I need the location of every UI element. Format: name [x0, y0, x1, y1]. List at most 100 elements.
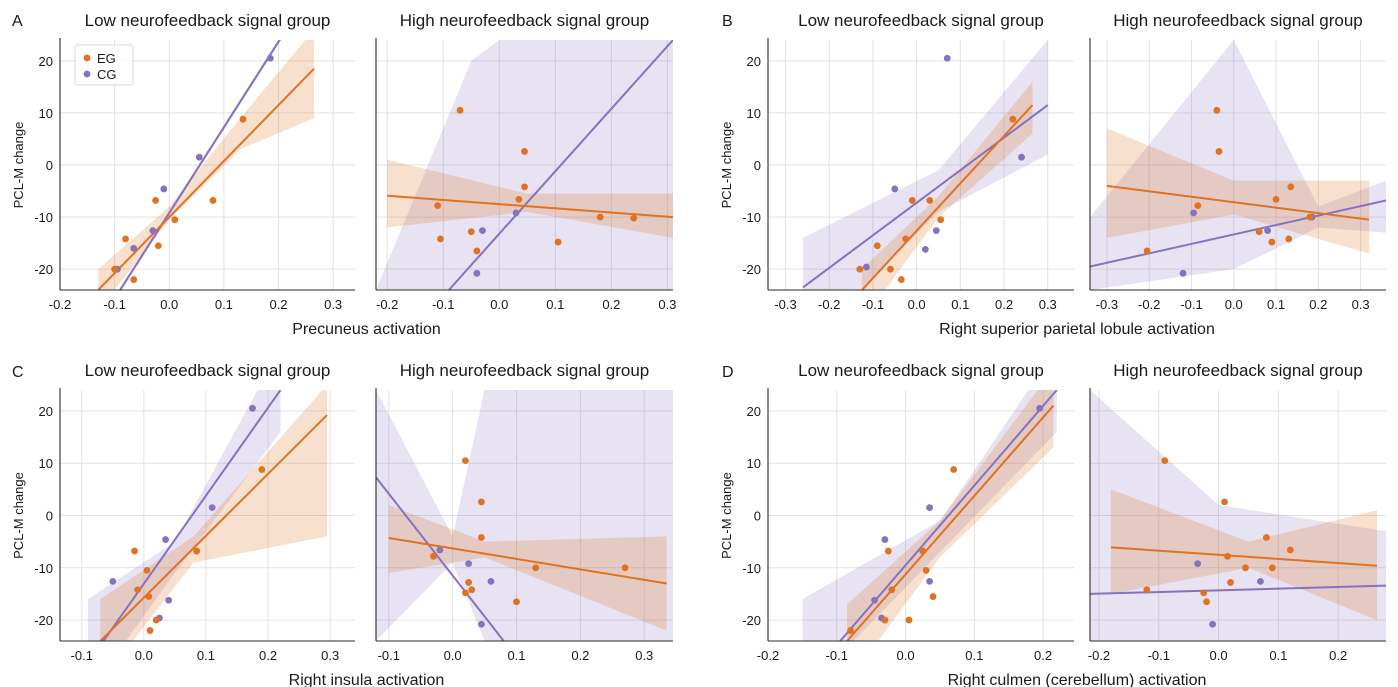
point-eg — [111, 265, 119, 273]
x-tick-label: 0.0 — [160, 297, 178, 312]
x-tick-label: -0.2 — [818, 297, 840, 312]
x-tick-label: -0.2 — [1088, 648, 1110, 663]
x-axis-label: Precuneus activation — [292, 321, 441, 338]
x-tick-label: -0.1 — [1148, 648, 1170, 663]
y-axis-label: PCL-M change — [719, 472, 734, 559]
y-tick-label: 20 — [747, 404, 761, 419]
point-eg — [134, 586, 142, 594]
point-cg — [165, 596, 173, 604]
point-cg — [921, 245, 929, 253]
y-axis-label: PCL-M change — [11, 122, 26, 209]
point-cg — [195, 153, 203, 161]
point-eg — [258, 466, 266, 473]
x-tick-label: 0.0 — [135, 648, 153, 663]
x-tick-label: 0.1 — [1269, 648, 1287, 663]
fit-line-eg — [846, 405, 1055, 641]
x-tick-label: 0.2 — [1034, 648, 1052, 663]
point-eg — [477, 534, 485, 541]
panel-letter: A — [12, 13, 23, 30]
x-tick-label: -0.1 — [71, 648, 93, 663]
point-eg — [193, 547, 201, 555]
legend-marker-eg — [83, 54, 91, 62]
point-eg — [897, 276, 905, 283]
point-eg — [513, 598, 520, 606]
point-eg — [171, 216, 179, 224]
point-eg — [1268, 564, 1276, 572]
fit-line-eg — [388, 536, 667, 585]
point-eg — [152, 616, 160, 624]
point-cg — [109, 577, 117, 585]
point-cg — [160, 185, 168, 193]
point-eg — [887, 265, 894, 273]
fit-line-cg — [802, 104, 1049, 289]
point-cg — [1036, 404, 1044, 412]
x-tick-label: 0.1 — [951, 297, 969, 312]
x-tick-label: 0.3 — [658, 297, 676, 312]
x-tick-label: 0.3 — [1039, 297, 1057, 312]
y-tick-label: -10 — [34, 210, 53, 225]
subplot-c-low: Low neurofeedback signal group -0.1 0.0 0.1… — [34, 361, 355, 663]
y-tick-label: 0 — [754, 509, 761, 524]
point-eg — [456, 106, 464, 114]
subplot-d-high: High neurofeedback signal group -0.2 -0.1 0… — [1088, 361, 1386, 663]
point-eg — [630, 214, 638, 222]
point-eg — [1143, 247, 1151, 255]
subplot-title: High neurofeedback signal group — [1113, 361, 1363, 380]
x-tick-label: 0.2 — [259, 648, 277, 663]
x-axis-label: Right insula activation — [289, 672, 445, 687]
subplot-c-high: High neurofeedback signal group -0.1 0.0 0.… — [375, 361, 673, 663]
point-eg — [131, 547, 138, 555]
point-eg — [1255, 228, 1263, 236]
point-cg — [1264, 227, 1271, 235]
point-eg — [1306, 213, 1314, 221]
point-cg — [1257, 577, 1264, 585]
point-eg — [209, 197, 217, 204]
point-eg — [521, 148, 528, 155]
point-eg — [905, 616, 913, 624]
y-tick-label: 0 — [46, 509, 53, 524]
point-eg — [122, 235, 129, 243]
y-tick-label: -10 — [742, 561, 761, 576]
point-cg — [1179, 269, 1187, 277]
x-tick-label: 0.1 — [1267, 297, 1285, 312]
point-eg — [1272, 195, 1280, 203]
point-cg — [862, 263, 870, 271]
x-tick-label: -0.2 — [376, 297, 398, 312]
point-eg — [884, 547, 892, 555]
legend-marker-cg — [83, 70, 91, 78]
point-eg — [1268, 238, 1276, 246]
subplot-title: Low neurofeedback signal group — [85, 361, 331, 380]
subplot-b-high: High neurofeedback signal group -0.3 -0.2 -… — [1089, 11, 1386, 312]
x-tick-label: -0.1 — [826, 648, 848, 663]
subplot-title: Low neurofeedback signal group — [85, 11, 331, 30]
point-eg — [477, 498, 485, 506]
point-cg — [465, 560, 473, 568]
x-tick-label: 0.0 — [444, 648, 462, 663]
x-tick-label: -0.1 — [378, 648, 400, 663]
x-tick-label: 0.3 — [324, 297, 342, 312]
fit-line-cg — [1090, 584, 1386, 595]
x-axis-label: Right superior parietal lobule activatio… — [939, 321, 1215, 338]
point-eg — [1221, 498, 1228, 506]
point-eg — [847, 627, 854, 634]
y-axis-label: PCL-M change — [11, 472, 26, 559]
ci-band-cg — [87, 390, 281, 641]
fit-line-cg — [376, 476, 505, 641]
point-eg — [437, 235, 444, 243]
x-tick-label: -0.1 — [1180, 297, 1202, 312]
point-cg — [249, 404, 256, 412]
point-cg — [891, 185, 899, 193]
point-cg — [266, 54, 274, 62]
point-eg — [430, 552, 437, 560]
x-tick-label: -0.3 — [774, 297, 796, 312]
point-eg — [621, 564, 629, 572]
plot-area — [802, 40, 1049, 290]
y-tick-label: -20 — [742, 262, 761, 277]
y-tick-label: -10 — [742, 210, 761, 225]
x-tick-label: -0.3 — [1096, 297, 1118, 312]
point-eg — [1203, 598, 1211, 606]
point-eg — [434, 202, 442, 210]
plot-area — [97, 40, 315, 290]
point-cg — [477, 620, 485, 628]
